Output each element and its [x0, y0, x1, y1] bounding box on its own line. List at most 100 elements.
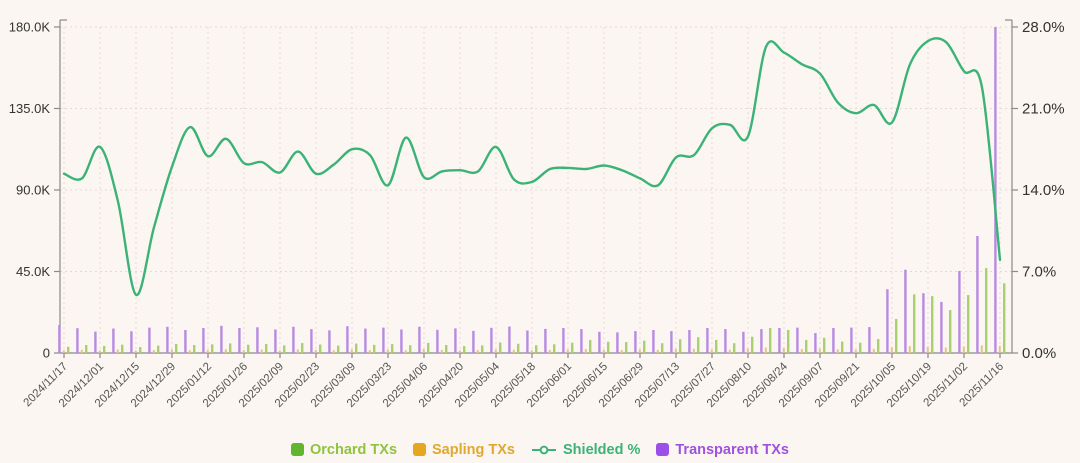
- bar[interactable]: [760, 329, 763, 353]
- bar[interactable]: [638, 349, 641, 353]
- bar[interactable]: [350, 349, 353, 353]
- bar[interactable]: [175, 343, 178, 353]
- bar[interactable]: [58, 324, 61, 353]
- bar[interactable]: [670, 331, 673, 353]
- bar[interactable]: [130, 331, 133, 353]
- bar[interactable]: [296, 349, 299, 353]
- bar[interactable]: [337, 345, 340, 353]
- bar[interactable]: [404, 350, 407, 353]
- bar[interactable]: [166, 326, 169, 353]
- bar[interactable]: [314, 349, 317, 353]
- bar[interactable]: [980, 345, 983, 353]
- bar[interactable]: [170, 349, 173, 353]
- bar[interactable]: [229, 343, 232, 353]
- bar[interactable]: [517, 343, 520, 353]
- bar[interactable]: [949, 310, 952, 353]
- bar[interactable]: [715, 339, 718, 353]
- bar[interactable]: [458, 350, 461, 353]
- legend-item-shielded-pct[interactable]: Shielded %: [531, 442, 640, 458]
- bar[interactable]: [283, 345, 286, 353]
- bar[interactable]: [805, 339, 808, 353]
- bar[interactable]: [913, 294, 916, 353]
- bar[interactable]: [202, 328, 205, 353]
- bar[interactable]: [238, 328, 241, 353]
- bar[interactable]: [967, 295, 970, 353]
- bar[interactable]: [764, 347, 767, 353]
- bar[interactable]: [508, 326, 511, 353]
- bar[interactable]: [931, 296, 934, 353]
- bar[interactable]: [116, 349, 119, 353]
- bar[interactable]: [769, 328, 772, 353]
- bar[interactable]: [391, 344, 394, 353]
- bar[interactable]: [872, 348, 875, 353]
- bar[interactable]: [688, 330, 691, 353]
- bar[interactable]: [643, 340, 646, 353]
- bar[interactable]: [697, 337, 700, 353]
- bar[interactable]: [589, 339, 592, 353]
- bar[interactable]: [535, 345, 538, 353]
- bar[interactable]: [157, 345, 160, 353]
- bar[interactable]: [526, 330, 529, 353]
- bar[interactable]: [265, 343, 268, 353]
- bar[interactable]: [625, 342, 628, 353]
- bar[interactable]: [310, 329, 313, 353]
- bar[interactable]: [661, 343, 664, 353]
- bar[interactable]: [976, 236, 979, 353]
- bar[interactable]: [998, 345, 1001, 353]
- bar[interactable]: [553, 344, 556, 353]
- bar[interactable]: [602, 349, 605, 353]
- bar[interactable]: [80, 349, 83, 353]
- bar[interactable]: [94, 331, 97, 353]
- bar[interactable]: [373, 344, 376, 353]
- bar[interactable]: [328, 330, 331, 353]
- bar[interactable]: [224, 349, 227, 353]
- bar[interactable]: [386, 349, 389, 353]
- bar[interactable]: [854, 349, 857, 353]
- legend-item-sapling-txs[interactable]: Sapling TXs: [413, 442, 515, 458]
- bar[interactable]: [188, 350, 191, 353]
- bar[interactable]: [886, 289, 889, 353]
- bar[interactable]: [274, 329, 277, 353]
- bar[interactable]: [877, 339, 880, 353]
- bar[interactable]: [940, 301, 943, 353]
- bar[interactable]: [571, 342, 574, 353]
- bar[interactable]: [445, 345, 448, 353]
- bar[interactable]: [746, 348, 749, 353]
- bar[interactable]: [868, 327, 871, 353]
- bar[interactable]: [418, 326, 421, 353]
- bar[interactable]: [463, 346, 466, 353]
- bar[interactable]: [733, 343, 736, 353]
- bar[interactable]: [994, 27, 997, 353]
- bar[interactable]: [490, 327, 493, 353]
- bar[interactable]: [346, 326, 349, 353]
- bar[interactable]: [908, 346, 911, 353]
- bar[interactable]: [566, 349, 569, 353]
- bar[interactable]: [103, 345, 106, 353]
- bar[interactable]: [247, 344, 250, 353]
- bar[interactable]: [422, 349, 425, 353]
- bar[interactable]: [706, 328, 709, 353]
- bar[interactable]: [476, 350, 479, 353]
- bar[interactable]: [620, 350, 623, 353]
- bar[interactable]: [292, 326, 295, 353]
- bar[interactable]: [904, 269, 907, 353]
- bar[interactable]: [98, 350, 101, 353]
- bar[interactable]: [112, 328, 115, 353]
- bar[interactable]: [301, 343, 304, 353]
- bar[interactable]: [409, 345, 412, 353]
- bar[interactable]: [859, 342, 862, 353]
- bar[interactable]: [634, 331, 637, 353]
- bar[interactable]: [548, 349, 551, 353]
- bar[interactable]: [922, 293, 925, 353]
- bar[interactable]: [139, 347, 142, 353]
- legend-item-orchard-txs[interactable]: Orchard TXs: [290, 442, 397, 458]
- bar[interactable]: [674, 348, 677, 353]
- bar[interactable]: [544, 328, 547, 353]
- bar[interactable]: [580, 329, 583, 353]
- shielded-percent-line[interactable]: [62, 37, 1002, 297]
- bar[interactable]: [332, 350, 335, 353]
- bar[interactable]: [67, 346, 70, 353]
- bar[interactable]: [818, 348, 821, 353]
- bar[interactable]: [926, 346, 929, 353]
- bar[interactable]: [836, 349, 839, 353]
